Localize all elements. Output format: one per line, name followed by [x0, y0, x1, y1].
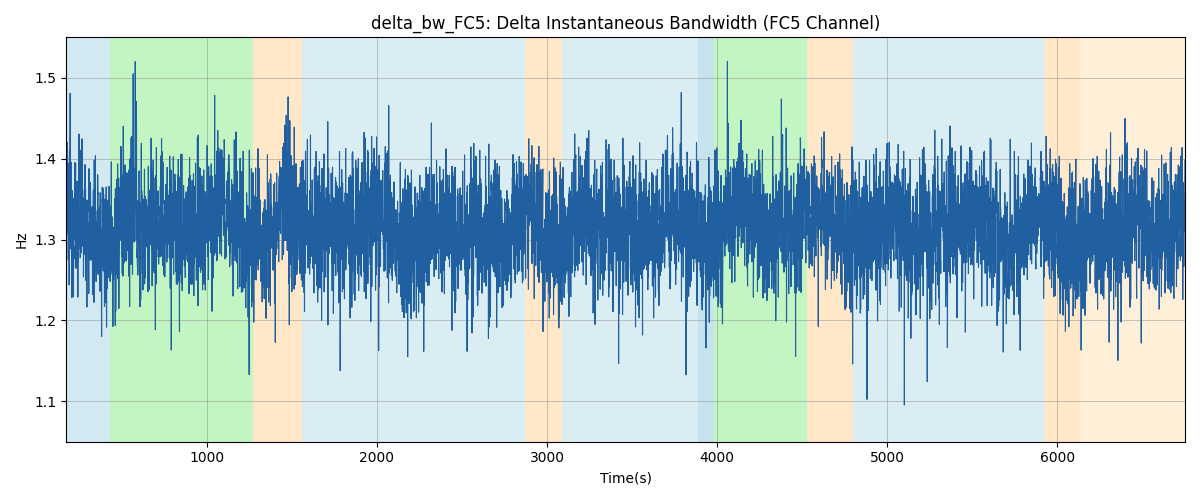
Bar	[524, 38, 563, 442]
Title: delta_bw_FC5: Delta Instantaneous Bandwidth (FC5 Channel): delta_bw_FC5: Delta Instantaneous Bandwi…	[371, 15, 881, 34]
Bar	[66, 38, 109, 442]
Bar	[1080, 38, 1186, 442]
Y-axis label: Hz: Hz	[16, 230, 29, 248]
Bar	[808, 38, 853, 442]
Bar	[698, 38, 714, 442]
Bar	[853, 38, 1044, 442]
Bar	[253, 38, 302, 442]
Bar	[563, 38, 698, 442]
X-axis label: Time(s): Time(s)	[600, 471, 652, 485]
Bar	[1044, 38, 1080, 442]
Bar	[714, 38, 808, 442]
Bar	[109, 38, 253, 442]
Bar	[302, 38, 524, 442]
